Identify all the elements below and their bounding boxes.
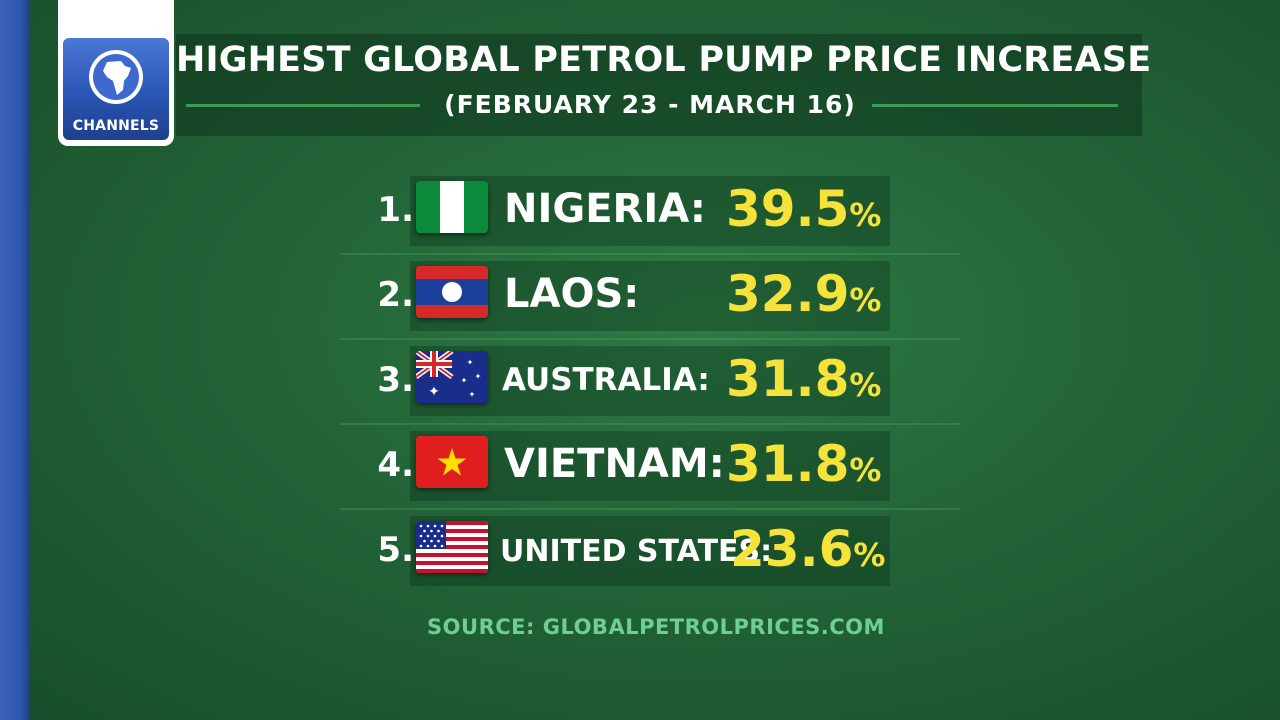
svg-text:✦: ✦ [461, 376, 468, 385]
ranking-row: 5. UNITED STATES: [340, 510, 960, 593]
nigeria-flag-icon [416, 181, 488, 233]
country-name: AUSTRALIA: [502, 362, 710, 398]
subtitle-divider-right [872, 104, 1118, 107]
left-accent-bar [0, 0, 30, 720]
country-name: UNITED STATES: [500, 534, 773, 569]
country-name: VIETNAM: [504, 441, 725, 487]
rank-number: 5. [377, 530, 414, 570]
logo-text: CHANNELS [72, 118, 160, 134]
svg-text:✦: ✦ [428, 384, 440, 400]
percent-value: 23.6% [730, 520, 886, 578]
country-name: LAOS: [504, 271, 640, 317]
percent-value: 31.8% [726, 435, 882, 493]
rank-number: 2. [377, 275, 414, 315]
title-panel [176, 34, 1142, 136]
ranking-row: 3. ✦ ✦ ✦ ✦ ✦ AUSTRALIA: 31.8% [340, 340, 960, 425]
rank-number: 3. [377, 360, 414, 400]
rank-number: 1. [377, 190, 414, 230]
source-text: SOURCE: GLOBALPETROLPRICES.COM [427, 615, 885, 639]
svg-text:✦: ✦ [475, 372, 482, 381]
svg-text:✦: ✦ [467, 358, 474, 367]
africa-globe-icon [89, 50, 143, 104]
percent-value: 39.5% [726, 180, 882, 238]
percent-value: 31.8% [726, 350, 882, 408]
percent-value: 32.9% [726, 265, 882, 323]
page-subtitle: (FEBRUARY 23 - MARCH 16) [444, 90, 856, 119]
logo-badge: CHANNELS [63, 38, 169, 140]
vietnam-flag-icon [416, 436, 488, 488]
usa-flag-icon [416, 521, 488, 573]
australia-flag-icon: ✦ ✦ ✦ ✦ ✦ [416, 351, 488, 403]
page-title: HIGHEST GLOBAL PETROL PUMP PRICE INCREAS… [176, 40, 1152, 80]
svg-text:✦: ✦ [469, 390, 476, 399]
rank-number: 4. [377, 445, 414, 485]
subtitle-divider-left [186, 104, 420, 107]
laos-flag-icon [416, 266, 488, 318]
country-name: NIGERIA: [504, 186, 706, 232]
ranking-row: 4. VIETNAM: 31.8% [340, 425, 960, 510]
ranking-row: 2. LAOS: 32.9% [340, 255, 960, 340]
channels-logo: CHANNELS [58, 0, 174, 146]
ranking-row: 1. NIGERIA: 39.5% [340, 170, 960, 255]
ranking-list: 1. NIGERIA: 39.5% 2. LAOS: 32.9% 3. [340, 170, 960, 593]
